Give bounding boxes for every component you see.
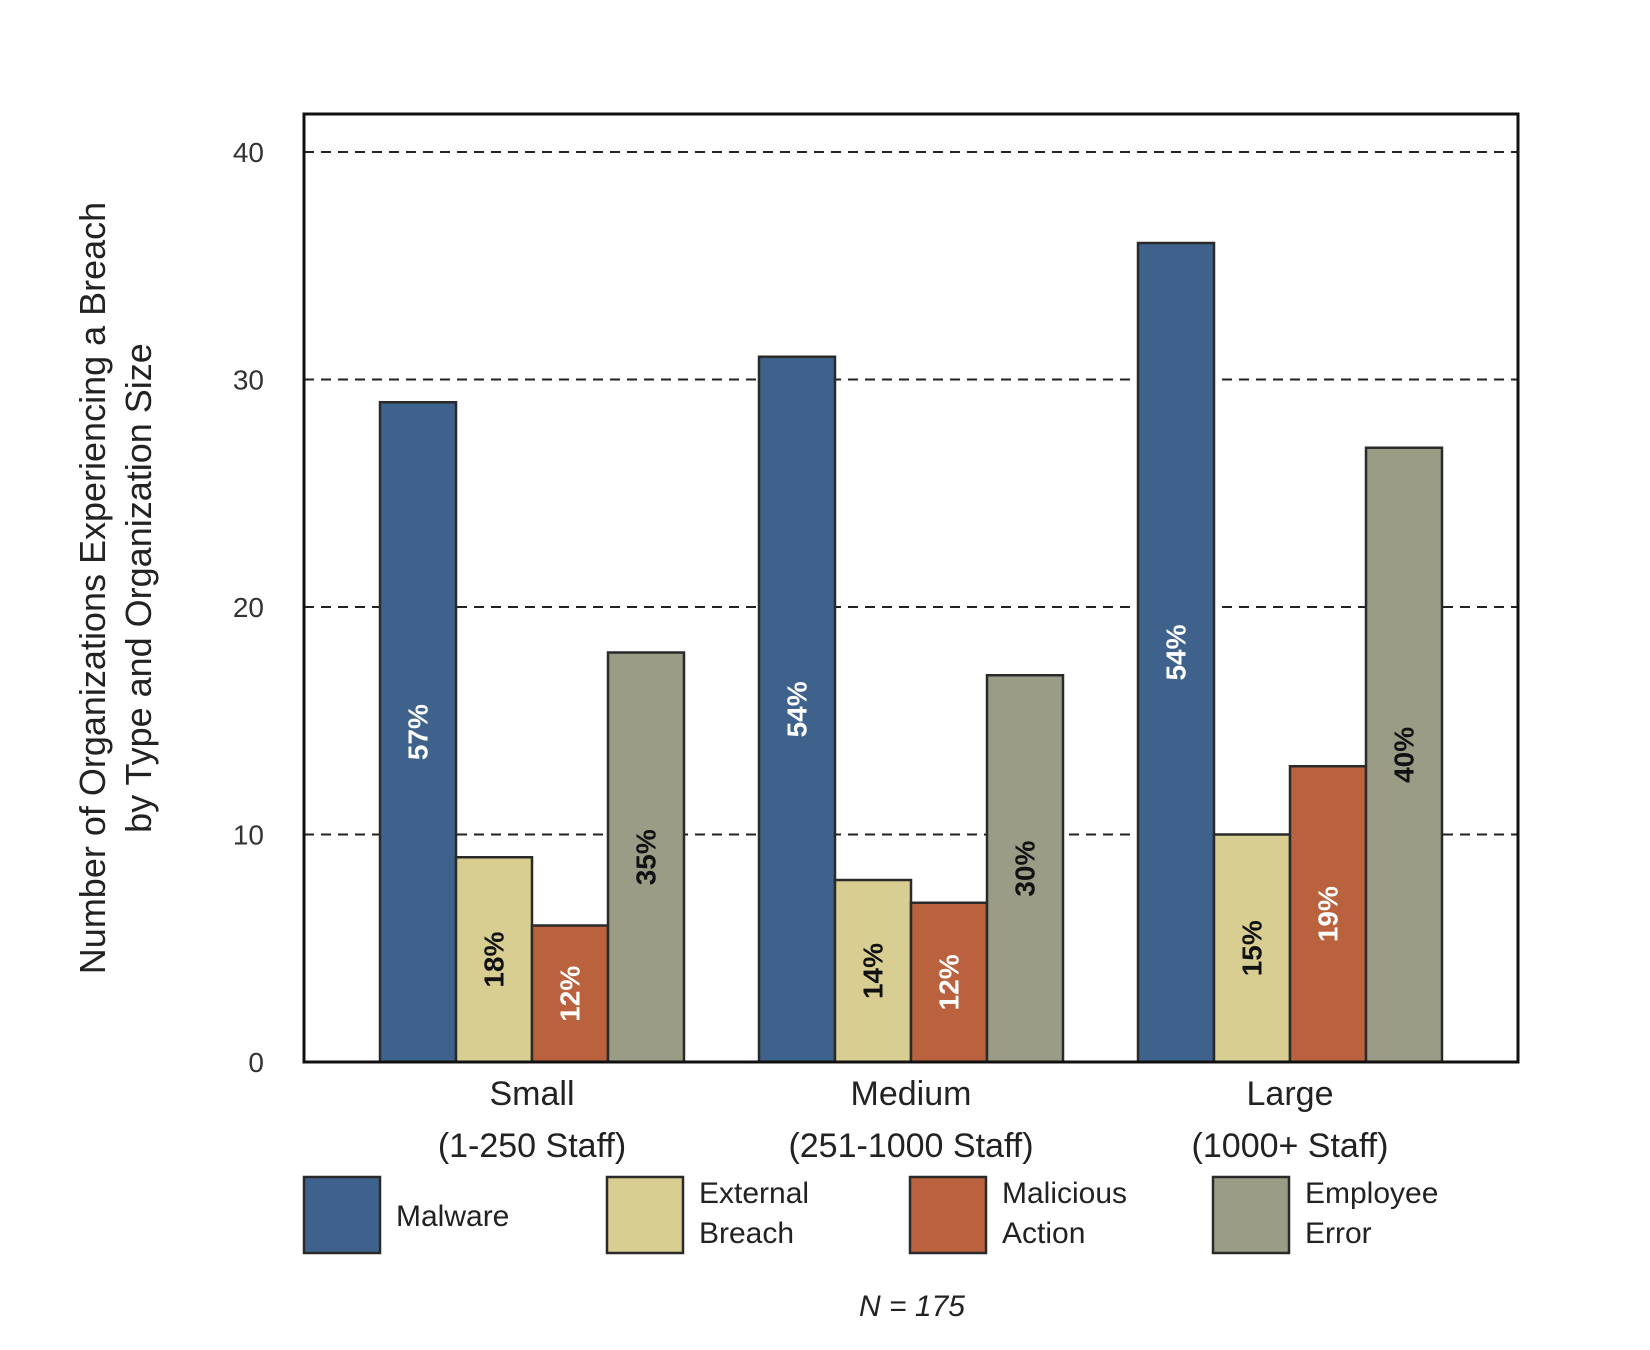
x-axis-categories: Small (1-250 Staff) Medium (251-1000 Staff)… xyxy=(438,1075,1389,1165)
legend-swatch xyxy=(605,1175,685,1255)
legend-label: Malicious xyxy=(1002,1177,1127,1210)
y-axis-ticks: 0 10 20 30 40 xyxy=(233,137,264,1078)
y-tick-label: 30 xyxy=(233,365,264,396)
legend-item-malware: Malware xyxy=(302,1175,509,1255)
bar-malicious-action-medium xyxy=(909,901,989,1064)
bar-employee-error-medium xyxy=(985,674,1065,1064)
bar-external-breach-medium xyxy=(833,878,913,1064)
category-name: Large xyxy=(1247,1075,1334,1113)
y-tick-label: 20 xyxy=(233,592,264,623)
gridlines xyxy=(304,151,1518,836)
legend-label: External xyxy=(699,1177,809,1210)
bar-data-label: 15% xyxy=(1237,920,1268,976)
bar-data-label: 57% xyxy=(403,704,434,760)
bar-data-label: 54% xyxy=(1161,624,1192,680)
y-axis-label-line: by Type and Organization Size xyxy=(118,343,159,833)
bar-data-label: 12% xyxy=(934,954,965,1010)
legend-label: Action xyxy=(1002,1217,1085,1250)
bar-data-label: 12% xyxy=(555,966,586,1022)
legend-label: Employee xyxy=(1305,1177,1438,1210)
legend-item-employee-error: Employee Error xyxy=(1211,1175,1438,1255)
bar-data-label: 54% xyxy=(782,681,813,737)
category-name: Small xyxy=(489,1075,574,1113)
y-axis-label: Number of Organizations Experiencing a B… xyxy=(72,202,159,974)
y-tick-label: 40 xyxy=(233,137,264,168)
legend-item-malicious-action: Malicious Action xyxy=(908,1175,1127,1255)
legend-swatch xyxy=(302,1175,382,1255)
legend-item-external-breach: External Breach xyxy=(605,1175,809,1255)
category-subtitle: (1000+ Staff) xyxy=(1192,1127,1389,1165)
sample-size-note: N = 175 xyxy=(859,1290,965,1323)
y-tick-label: 0 xyxy=(248,1047,264,1078)
bar-data-label: 19% xyxy=(1313,886,1344,942)
category-name: Medium xyxy=(851,1075,972,1113)
bar-data-label: 18% xyxy=(479,932,510,988)
legend-swatch xyxy=(908,1175,988,1255)
category-subtitle: (251-1000 Staff) xyxy=(788,1127,1033,1165)
legend-label: Malware xyxy=(396,1200,509,1233)
bar-employee-error-large xyxy=(1364,446,1444,1064)
legend-swatch xyxy=(1211,1175,1291,1255)
y-tick-label: 10 xyxy=(233,820,264,851)
category-subtitle: (1-250 Staff) xyxy=(438,1127,626,1165)
bar-data-label: 40% xyxy=(1389,727,1420,783)
bar-data-label: 14% xyxy=(858,943,889,999)
bar-malicious-action-large xyxy=(1288,765,1368,1064)
legend-label: Error xyxy=(1305,1217,1372,1250)
y-axis-label-line: Number of Organizations Experiencing a B… xyxy=(72,202,113,974)
bar-employee-error-small xyxy=(606,651,686,1064)
legend-label: Breach xyxy=(699,1217,794,1250)
bar-external-breach-small xyxy=(454,856,534,1064)
plot-frame xyxy=(302,112,1520,1064)
bar-data-label: 35% xyxy=(631,829,662,885)
bars: 57% 18% 12% 35% 54% 14% 12% 30% 54% 15% 19% 40% xyxy=(378,241,1444,1064)
bar-data-label: 30% xyxy=(1010,841,1041,897)
legend: Malware External Breach Malicious Action Empl… xyxy=(302,1175,1438,1255)
bar-malware-large xyxy=(1136,241,1216,1064)
